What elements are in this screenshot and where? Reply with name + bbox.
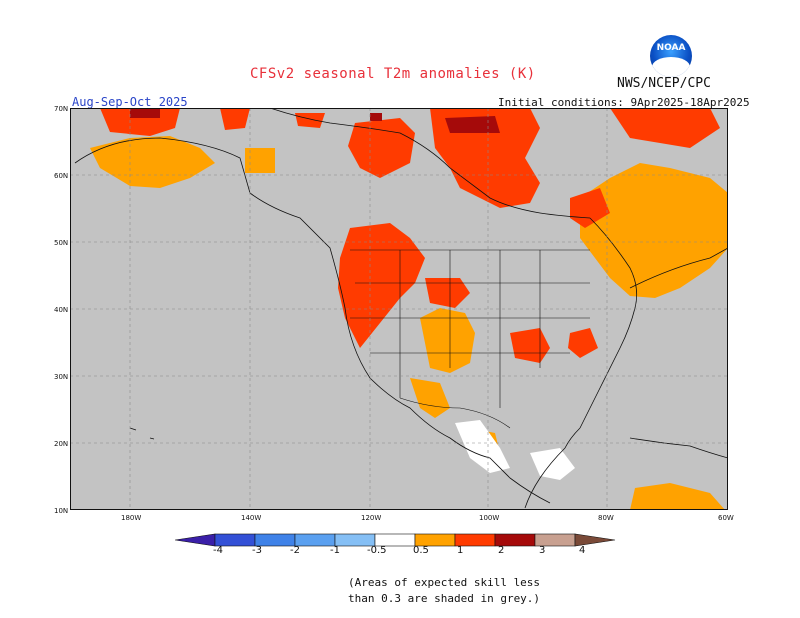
coastlines — [74, 108, 728, 509]
map-title: CFSv2 seasonal T2m anomalies (K) — [250, 66, 536, 82]
colorbar-label-4: 4 — [579, 545, 586, 556]
lon-label-100w: 100W — [479, 514, 500, 522]
lat-label-20n: 20N — [54, 440, 69, 448]
noaa-logo: NOAA — [650, 35, 692, 77]
season-label: Aug-Sep-Oct 2025 — [72, 95, 188, 109]
colorbar-label-2: 2 — [498, 545, 505, 556]
anomaly-patches-orange — [90, 108, 728, 510]
colorbar-label-05: 0.5 — [413, 545, 429, 556]
anomaly-map — [70, 108, 728, 510]
lon-label-140w: 140W — [241, 514, 262, 522]
lat-label-10n: 10N — [54, 507, 69, 515]
colorbar-cell — [294, 533, 336, 547]
colorbar-label-m05: -0.5 — [367, 545, 387, 556]
noaa-logo-text: NOAA — [656, 43, 686, 53]
lon-label-180w: 180W — [121, 514, 142, 522]
colorbar-arrow-right — [574, 533, 616, 547]
colorbar-label-m1: -1 — [330, 545, 340, 556]
political-boundaries — [350, 249, 590, 429]
anomaly-patches-darkred — [130, 108, 500, 133]
colorbar-arrow-left — [175, 533, 216, 547]
lat-label-60n: 60N — [54, 172, 69, 180]
colorbar-label-3: 3 — [539, 545, 546, 556]
lat-label-30n: 30N — [54, 373, 69, 381]
lon-label-80w: 80W — [598, 514, 614, 522]
initial-conditions-label: Initial conditions: 9Apr2025-18Apr2025 — [498, 96, 750, 109]
organization-label: NWS/NCEP/CPC — [617, 76, 711, 91]
lat-label-70n: 70N — [54, 105, 69, 113]
colorbar-label-1: 1 — [457, 545, 464, 556]
lat-label-50n: 50N — [54, 239, 69, 247]
noaa-gull-shape — [652, 57, 690, 77]
colorbar-label-m3: -3 — [252, 545, 262, 556]
graticule — [70, 108, 728, 510]
skill-note-line1: (Areas of expected skill less — [348, 576, 541, 589]
skill-note-line2: than 0.3 are shaded in grey.) — [348, 592, 541, 605]
colorbar-label-m2: -2 — [290, 545, 300, 556]
map-frame — [70, 108, 728, 510]
lat-label-40n: 40N — [54, 306, 69, 314]
colorbar — [175, 533, 616, 547]
lon-label-120w: 120W — [361, 514, 382, 522]
low-skill-white-patches — [455, 420, 575, 480]
lon-label-60w: 60W — [718, 514, 734, 522]
colorbar-label-m4: -4 — [213, 545, 223, 556]
